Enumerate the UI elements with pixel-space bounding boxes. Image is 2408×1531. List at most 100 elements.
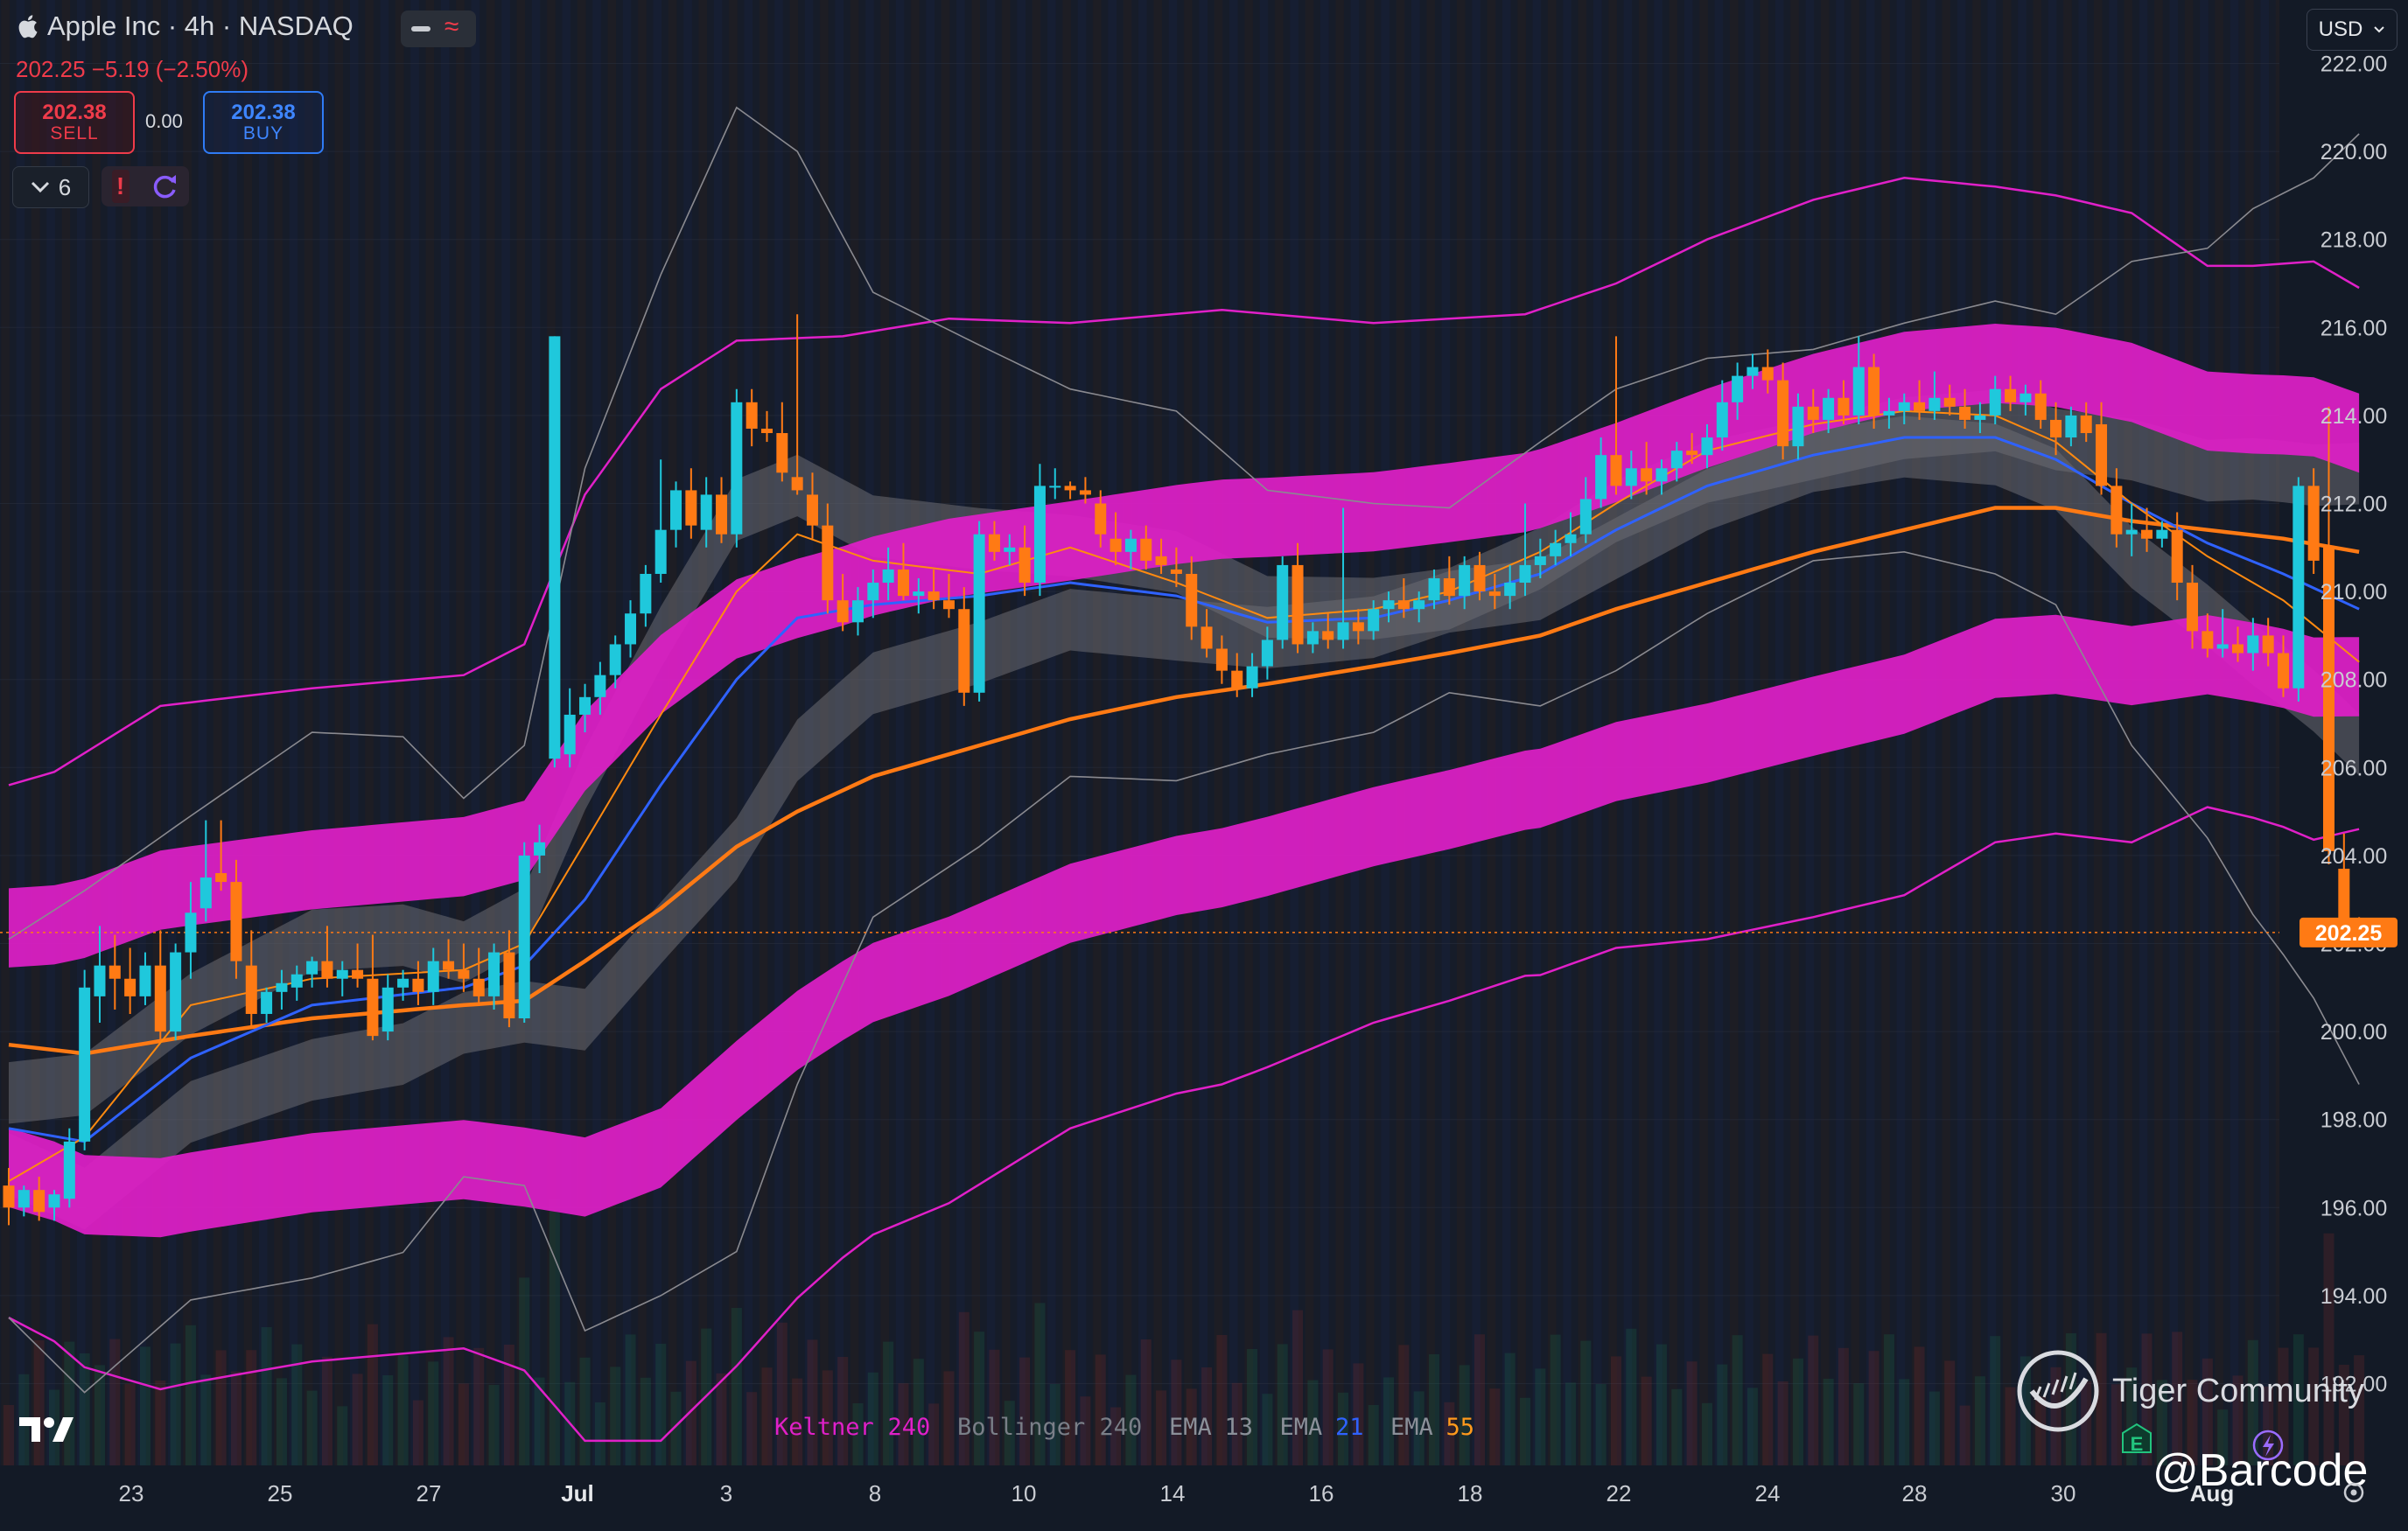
- candle[interactable]: [1413, 591, 1425, 623]
- tradingview-logo-icon[interactable]: [19, 1417, 74, 1442]
- candle[interactable]: [549, 336, 561, 768]
- candle[interactable]: [443, 939, 455, 979]
- sell-button[interactable]: 202.38 SELL: [14, 91, 135, 154]
- candle[interactable]: [336, 961, 348, 996]
- candle[interactable]: [367, 934, 379, 1041]
- candle[interactable]: [2125, 503, 2138, 556]
- candle[interactable]: [2005, 375, 2017, 411]
- candle[interactable]: [1670, 442, 1683, 482]
- candle[interactable]: [2171, 512, 2183, 601]
- candle[interactable]: [1110, 512, 1122, 565]
- candle[interactable]: [1306, 622, 1319, 654]
- candle[interactable]: [2096, 402, 2108, 495]
- candle[interactable]: [2141, 507, 2153, 552]
- candle[interactable]: [746, 388, 758, 447]
- hide-button[interactable]: ≈: [401, 10, 476, 47]
- candle[interactable]: [1838, 380, 1850, 424]
- candle[interactable]: [124, 947, 136, 1014]
- candle[interactable]: [503, 930, 515, 1028]
- currency-select[interactable]: USD: [2306, 9, 2398, 51]
- candle[interactable]: [2020, 384, 2032, 416]
- candle[interactable]: [534, 824, 546, 874]
- candle[interactable]: [670, 481, 682, 548]
- candle[interactable]: [640, 564, 652, 627]
- candle[interactable]: [654, 459, 667, 584]
- candle[interactable]: [1459, 556, 1471, 610]
- candle[interactable]: [245, 930, 257, 1028]
- candle[interactable]: [973, 521, 985, 702]
- candle[interactable]: [458, 943, 470, 992]
- candle[interactable]: [1033, 464, 1046, 597]
- candle[interactable]: [3, 1168, 15, 1226]
- candle[interactable]: [2080, 402, 2092, 443]
- candle[interactable]: [1883, 397, 1895, 429]
- candle[interactable]: [1064, 481, 1076, 500]
- candle[interactable]: [1170, 547, 1182, 588]
- candle[interactable]: [1079, 477, 1091, 504]
- candle[interactable]: [806, 472, 818, 539]
- candle[interactable]: [822, 503, 834, 614]
- candle[interactable]: [851, 587, 864, 636]
- candle[interactable]: [1732, 362, 1744, 420]
- candle[interactable]: [352, 943, 364, 988]
- candle[interactable]: [230, 859, 242, 979]
- candle[interactable]: [170, 943, 182, 1041]
- candle[interactable]: [1595, 437, 1607, 508]
- candle[interactable]: [154, 930, 166, 1041]
- candle[interactable]: [1959, 388, 1971, 429]
- candle[interactable]: [716, 477, 728, 543]
- candle[interactable]: [1337, 507, 1349, 649]
- candle[interactable]: [1352, 609, 1364, 645]
- candle[interactable]: [2050, 402, 2062, 456]
- candle[interactable]: [579, 683, 592, 733]
- candle[interactable]: [1246, 653, 1258, 697]
- candle[interactable]: [1564, 512, 1577, 556]
- candle[interactable]: [1397, 578, 1410, 619]
- candle[interactable]: [1322, 613, 1334, 649]
- candle[interactable]: [2156, 521, 2168, 548]
- candle[interactable]: [1049, 468, 1061, 500]
- candle[interactable]: [1261, 626, 1273, 680]
- candle[interactable]: [2262, 618, 2274, 667]
- candle[interactable]: [2187, 564, 2199, 649]
- candle[interactable]: [731, 388, 743, 548]
- candle[interactable]: [958, 587, 970, 706]
- candle[interactable]: [1641, 442, 1653, 495]
- candle[interactable]: [382, 974, 394, 1041]
- candle[interactable]: [1928, 371, 1941, 420]
- candle[interactable]: [1989, 375, 2001, 424]
- candle[interactable]: [1519, 503, 1531, 597]
- candle[interactable]: [928, 569, 940, 610]
- candle[interactable]: [1852, 336, 1865, 424]
- candle[interactable]: [427, 947, 439, 1005]
- candle[interactable]: [276, 969, 288, 1010]
- candle[interactable]: [1792, 393, 1804, 460]
- candle[interactable]: [1656, 459, 1668, 495]
- candle[interactable]: [2232, 626, 2244, 662]
- candle[interactable]: [1368, 600, 1380, 640]
- candle[interactable]: [1868, 353, 1880, 429]
- lightning-icon[interactable]: [2252, 1430, 2284, 1461]
- candle[interactable]: [397, 969, 410, 1001]
- candle[interactable]: [776, 402, 788, 482]
- indicator-status-group[interactable]: !: [102, 166, 189, 206]
- candle[interactable]: [1155, 538, 1167, 574]
- candle[interactable]: [79, 969, 91, 1150]
- candle[interactable]: [518, 842, 530, 1024]
- candle[interactable]: [988, 521, 1000, 561]
- candle[interactable]: [564, 688, 576, 768]
- candle[interactable]: [185, 882, 197, 979]
- candle[interactable]: [412, 961, 424, 1005]
- candle[interactable]: [2034, 380, 2047, 429]
- candle[interactable]: [1231, 653, 1243, 697]
- buy-button[interactable]: 202.38 BUY: [203, 91, 324, 154]
- candle[interactable]: [1504, 564, 1516, 610]
- candle[interactable]: [791, 314, 803, 495]
- settings-icon[interactable]: [2343, 1482, 2364, 1503]
- candle[interactable]: [108, 934, 121, 1010]
- candle[interactable]: [1382, 591, 1395, 623]
- candle[interactable]: [2216, 609, 2229, 658]
- candle[interactable]: [48, 1190, 60, 1221]
- candle[interactable]: [139, 952, 151, 1005]
